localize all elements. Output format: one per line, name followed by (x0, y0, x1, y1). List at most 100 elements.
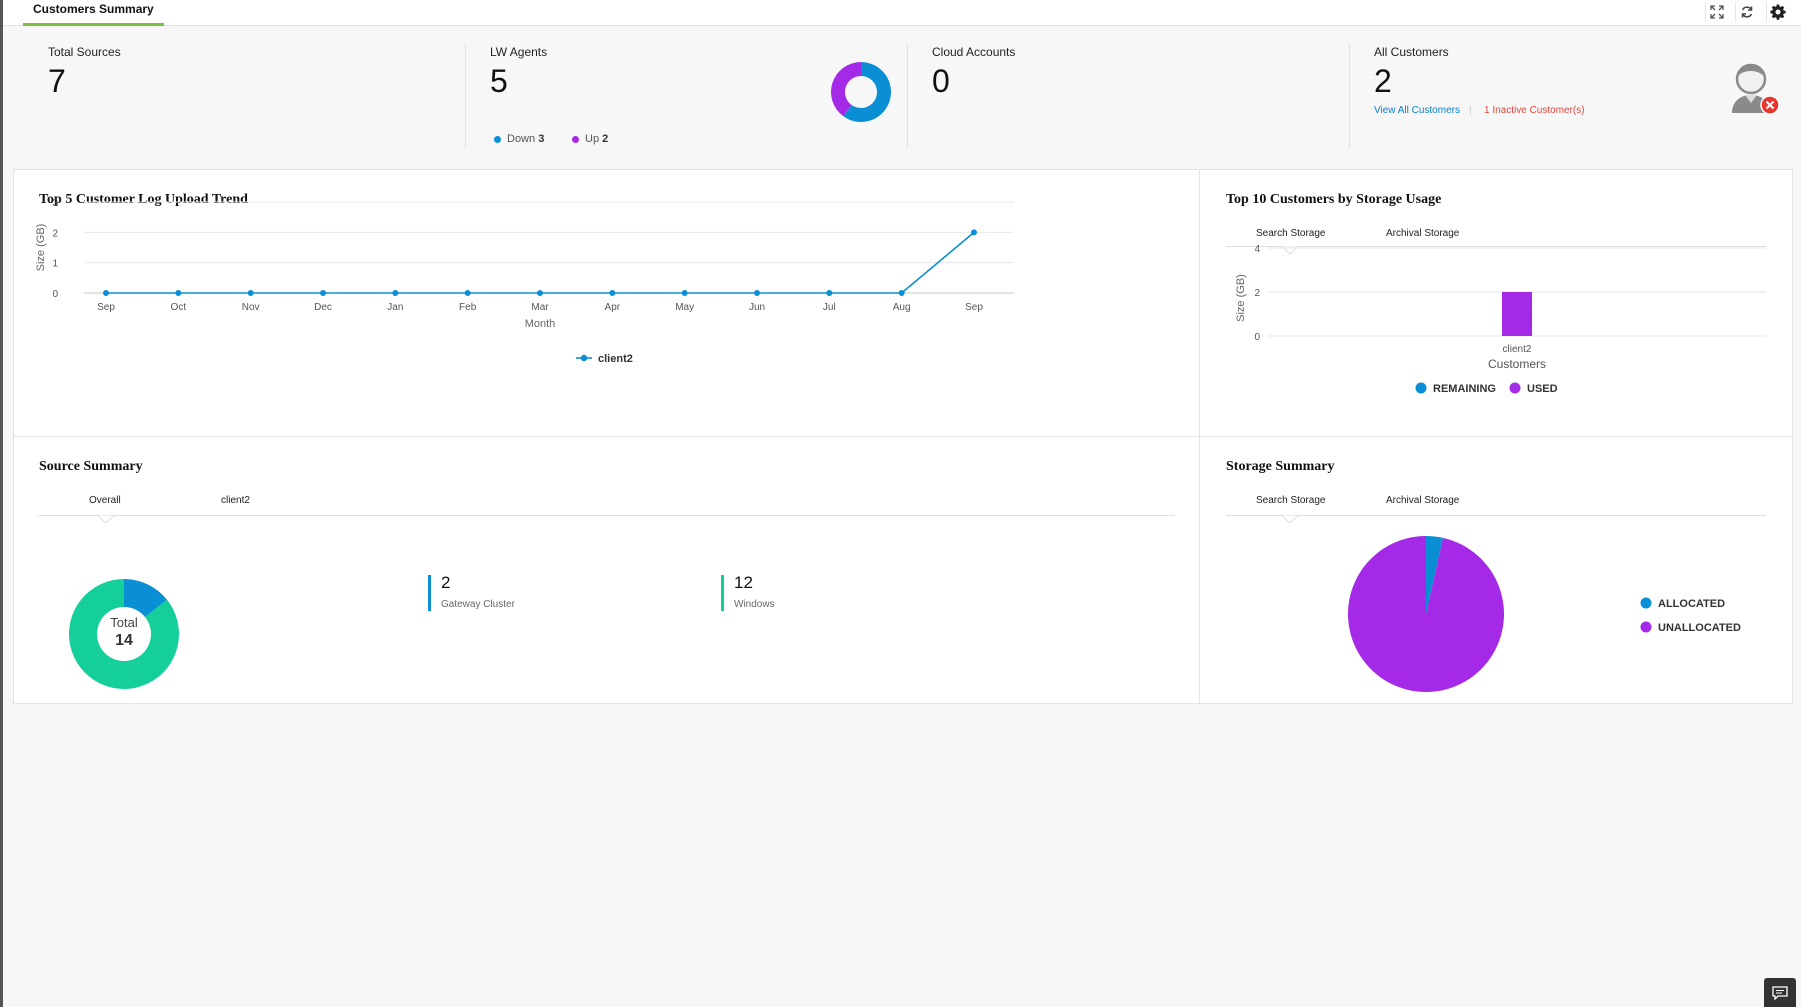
donut-slice (69, 579, 179, 689)
storage-summary-chart: ALLOCATED UNALLOCATED (1348, 536, 1741, 692)
x-tick-label: Mar (531, 302, 549, 313)
tab-client2[interactable]: client2 (221, 495, 250, 506)
legend-label: ALLOCATED (1658, 598, 1725, 610)
legend-label: Up (585, 133, 600, 145)
donut-slice-up (831, 62, 861, 117)
y-tick-label: 0 (52, 289, 58, 300)
kpi-total-sources: Total Sources 7 (48, 25, 448, 169)
legend-marker (1509, 382, 1521, 394)
stat-value: 12 (734, 573, 753, 592)
legend-marker (1640, 621, 1652, 633)
kpi-cloud-accounts: Cloud Accounts 0 (932, 25, 1332, 169)
storage-usage-panel: Top 10 Customers by Storage Usage Search… (1199, 169, 1793, 437)
x-tick-label: Feb (459, 302, 477, 313)
tab-underline (39, 515, 1175, 516)
donut-slice-down (843, 62, 891, 122)
panel-title: Top 10 Customers by Storage Usage (1226, 192, 1442, 207)
x-tick-label: Aug (893, 302, 911, 313)
y-tick-label: 4 (1254, 244, 1260, 255)
kpi-value: 2 (1374, 63, 1392, 99)
legend-marker (1415, 382, 1427, 394)
x-tick-label: Oct (171, 302, 187, 313)
x-axis-title: Month (525, 318, 556, 330)
bar (1502, 292, 1532, 336)
active-tab-indicator (98, 515, 114, 524)
kpi-all-customers: All Customers 2 View All Customers | 1 I… (1374, 25, 1794, 169)
x-tick-label: Apr (605, 302, 621, 313)
panel-title: Storage Summary (1226, 459, 1335, 474)
expand-icon[interactable] (1705, 2, 1728, 22)
legend-label: UNALLOCATED (1658, 622, 1741, 634)
log-upload-trend-panel: Top 5 Customer Log Upload Trend 0 1 2 3 Size… (13, 169, 1202, 437)
x-tick-label: Sep (97, 302, 115, 313)
legend-marker (1640, 597, 1652, 609)
y-tick-label: 0 (1254, 332, 1260, 343)
pie (1348, 536, 1504, 692)
legend-label: REMAINING (1433, 383, 1496, 395)
agents-donut (831, 62, 891, 122)
legend-dot (572, 135, 579, 143)
legend-dot (494, 135, 501, 143)
tab-archival-storage[interactable]: Archival Storage (1386, 495, 1460, 506)
kpi-label: Total Sources (48, 45, 121, 59)
pie-slice (1426, 536, 1444, 614)
data-point (320, 290, 326, 296)
y-tick-label: 2 (1254, 288, 1260, 299)
tab-customers-summary[interactable]: Customers Summary (23, 0, 164, 26)
tab-search-storage[interactable]: Search Storage (1256, 495, 1326, 506)
y-tick-label: 2 (52, 228, 58, 239)
tab-overall[interactable]: Overall (89, 495, 121, 506)
data-point (537, 290, 543, 296)
link-separator: | (1469, 105, 1472, 116)
x-tick-label: client2 (1503, 344, 1532, 355)
legend-label: client2 (598, 353, 633, 365)
chat-icon[interactable] (1764, 978, 1796, 1007)
log-upload-trend-chart: 0 1 2 3 Size (GB) Sep Oct Nov Dec Jan Feb Mar Apr May… (35, 198, 1014, 365)
kpi-label: LW Agents (490, 45, 548, 59)
refresh-icon[interactable] (1735, 2, 1758, 22)
divider (465, 44, 466, 148)
panel-title: Source Summary (39, 459, 143, 474)
x-tick-label: Jun (749, 302, 765, 313)
stat-label: Gateway Cluster (441, 599, 515, 610)
x-tick-label: Jul (823, 302, 836, 313)
donut-total-label: Total (110, 615, 138, 630)
panel-title: Top 5 Customer Log Upload Trend (39, 192, 248, 207)
legend-value: 3 (538, 133, 545, 145)
storage-summary-panel: Storage Summary Search Storage Archival … (1199, 436, 1793, 704)
x-tick-label: Sep (965, 302, 983, 313)
gear-icon[interactable] (1766, 2, 1789, 22)
x-axis-title: Customers (1488, 357, 1546, 371)
legend-value: 2 (602, 133, 609, 145)
y-axis-title: Size (GB) (1235, 274, 1247, 322)
x-tick-label: Nov (242, 302, 260, 313)
x-tick-label: Jan (387, 302, 403, 313)
divider (1349, 44, 1350, 148)
tab-archival-storage[interactable]: Archival Storage (1386, 228, 1460, 239)
data-point (898, 290, 905, 296)
tab-search-storage[interactable]: Search Storage (1256, 228, 1326, 239)
source-summary-panel: Source Summary Overall client2 Total 14 … (13, 436, 1202, 704)
y-tick-label: 1 (52, 259, 58, 270)
divider (907, 44, 908, 148)
data-point (392, 290, 399, 296)
stat-value: 2 (441, 573, 451, 592)
active-tab-indicator (1282, 515, 1298, 524)
y-tick-label: 3 (52, 198, 58, 209)
pie-slice (1348, 536, 1504, 692)
view-all-customers-link[interactable]: View All Customers (1374, 105, 1460, 116)
data-point (754, 290, 760, 296)
tab-underline (1226, 246, 1766, 247)
kpi-value: 7 (48, 63, 66, 99)
donut-slice (124, 579, 168, 618)
data-point (971, 229, 977, 236)
donut-total-value: 14 (115, 632, 133, 649)
kpi-label: Cloud Accounts (932, 45, 1016, 59)
agents-legend-up: Up 2 (572, 133, 608, 145)
data-point (247, 290, 254, 296)
data-point (464, 290, 471, 296)
data-point (175, 290, 182, 296)
inactive-customers-link[interactable]: 1 Inactive Customer(s) (1484, 105, 1585, 116)
kpi-value: 5 (490, 63, 508, 99)
legend-label: USED (1527, 383, 1558, 395)
